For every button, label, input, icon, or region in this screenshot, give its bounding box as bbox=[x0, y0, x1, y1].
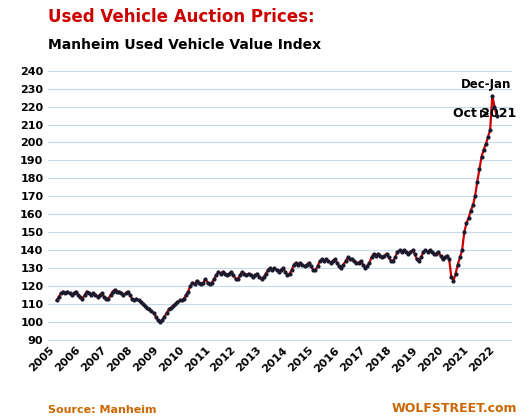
Text: Manheim Used Vehicle Value Index: Manheim Used Vehicle Value Index bbox=[48, 38, 320, 52]
Text: Dec-Jan: Dec-Jan bbox=[460, 78, 511, 91]
Text: Source: Manheim: Source: Manheim bbox=[48, 405, 156, 415]
Text: WOLFSTREET.com: WOLFSTREET.com bbox=[392, 402, 517, 415]
Text: Used Vehicle Auction Prices:: Used Vehicle Auction Prices: bbox=[48, 8, 314, 26]
Text: Oct 2021: Oct 2021 bbox=[452, 107, 516, 120]
